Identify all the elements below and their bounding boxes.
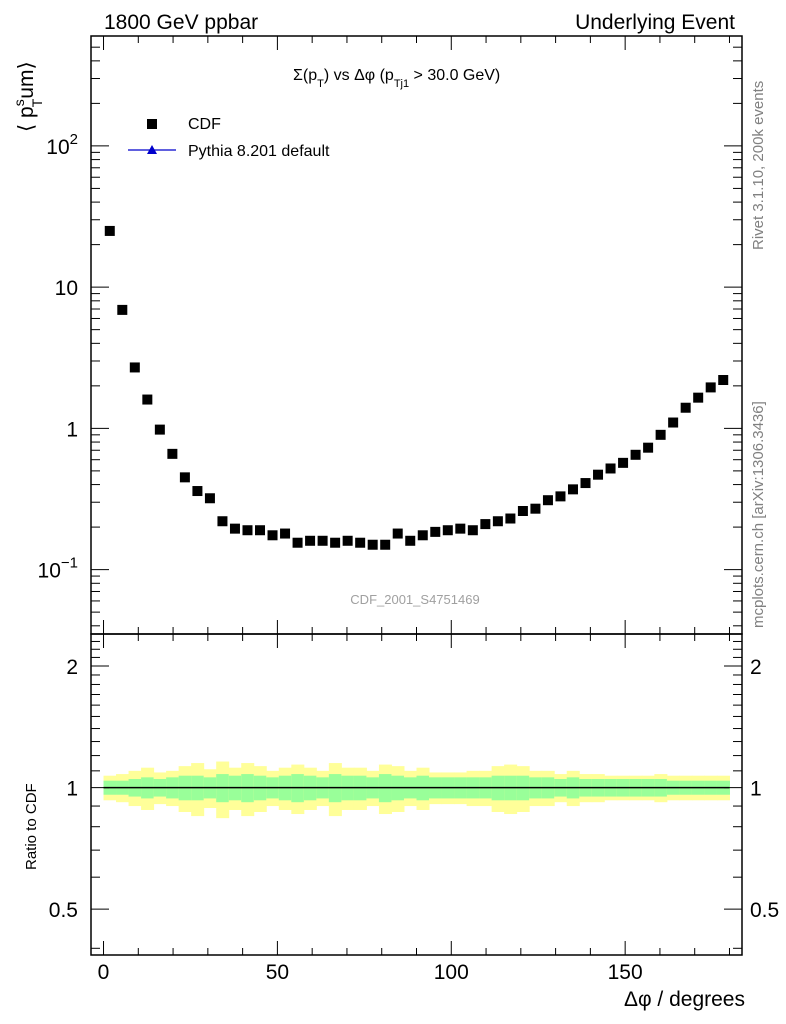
header-left: 1800 GeV ppbar xyxy=(104,11,258,34)
ratio-y-tick-label-left: 0.5 xyxy=(49,899,78,922)
data-point xyxy=(668,417,679,428)
data-point xyxy=(280,528,291,539)
main-y-tick-label: 10 xyxy=(55,277,78,300)
data-point xyxy=(392,528,403,539)
main-y-tick-label: 10−1 xyxy=(38,555,78,583)
data-point xyxy=(467,525,478,536)
cdf-data-points xyxy=(104,225,729,550)
axes-frame xyxy=(90,35,743,956)
ratio-uncertainty-bands xyxy=(103,761,730,819)
data-point xyxy=(567,484,578,495)
data-point xyxy=(104,225,115,236)
main-y-tick-label: 102 xyxy=(46,131,78,159)
ratio-y-tick-label-right: 2 xyxy=(750,656,762,679)
data-point xyxy=(242,525,253,536)
ratio-y-tick-label-left: 1 xyxy=(66,778,78,801)
data-point xyxy=(117,304,128,315)
data-point xyxy=(442,525,453,536)
data-point xyxy=(430,526,441,537)
ratio-y-axis-label: Ratio to CDF xyxy=(23,783,40,870)
data-point xyxy=(718,375,729,386)
ratio-y-tick-label-right: 0.5 xyxy=(750,899,779,922)
x-tick-label: 100 xyxy=(434,961,469,984)
data-point xyxy=(142,394,153,405)
data-point xyxy=(605,463,616,474)
data-point xyxy=(618,457,629,468)
data-point xyxy=(317,535,328,546)
x-tick-label: 50 xyxy=(266,961,289,984)
data-point xyxy=(330,537,341,548)
tick-labels: 10−1 1 10 102 0.5 0.5 1 1 2 2 0 50 100 150 xyxy=(38,131,780,984)
data-point xyxy=(229,523,240,534)
data-point xyxy=(643,442,654,453)
data-point xyxy=(255,525,266,536)
header-right: Underlying Event xyxy=(575,11,735,34)
data-point xyxy=(179,472,190,483)
data-point xyxy=(305,535,316,546)
data-point xyxy=(580,478,591,489)
plot-title: Σ(pT) vs Δφ (pTj1 > 30.0 GeV) xyxy=(293,67,500,90)
ratio-y-tick-label-left: 2 xyxy=(66,656,78,679)
data-point xyxy=(517,505,528,516)
data-point xyxy=(129,362,140,373)
data-point xyxy=(267,530,278,541)
data-point xyxy=(380,539,391,550)
x-tick-label: 0 xyxy=(98,961,110,984)
data-point xyxy=(492,516,503,527)
data-point xyxy=(680,402,691,413)
data-point xyxy=(292,537,303,548)
legend-marker-pythia xyxy=(147,145,157,154)
data-point xyxy=(480,519,491,530)
data-point xyxy=(342,535,353,546)
data-point xyxy=(455,523,466,534)
data-point xyxy=(417,530,428,541)
legend-marker-cdf xyxy=(147,119,157,129)
main-y-tick-label: 1 xyxy=(66,418,78,441)
data-point xyxy=(154,424,165,435)
data-point xyxy=(505,513,516,524)
data-point xyxy=(217,516,228,527)
data-point xyxy=(630,449,641,460)
side-label-rivet: Rivet 3.1.10, 200k events xyxy=(750,81,767,250)
data-point xyxy=(167,448,178,459)
data-point xyxy=(367,539,378,550)
legend-label-cdf: CDF xyxy=(188,116,221,133)
data-point xyxy=(655,429,666,440)
data-point xyxy=(530,503,541,514)
data-point xyxy=(204,493,215,504)
x-axis-label: Δφ / degrees xyxy=(624,988,745,1011)
ratio-y-tick-label-right: 1 xyxy=(750,778,762,801)
data-point xyxy=(555,491,566,502)
analysis-watermark: CDF_2001_S4751469 xyxy=(350,592,479,607)
side-label-mcplots: mcplots.cern.ch [arXiv:1306.3436] xyxy=(750,401,767,628)
data-point xyxy=(593,469,604,480)
legend-label-pythia: Pythia 8.201 default xyxy=(188,143,330,160)
data-point xyxy=(693,392,704,403)
data-point xyxy=(405,535,416,546)
data-point xyxy=(542,495,553,506)
data-point xyxy=(705,382,716,393)
data-point xyxy=(192,486,203,497)
data-point xyxy=(355,537,366,548)
x-tick-label: 150 xyxy=(608,961,643,984)
main-y-axis-label: ⟨ ps Tum⟩ xyxy=(11,61,45,132)
legend: CDF Pythia 8.201 default xyxy=(128,116,330,160)
